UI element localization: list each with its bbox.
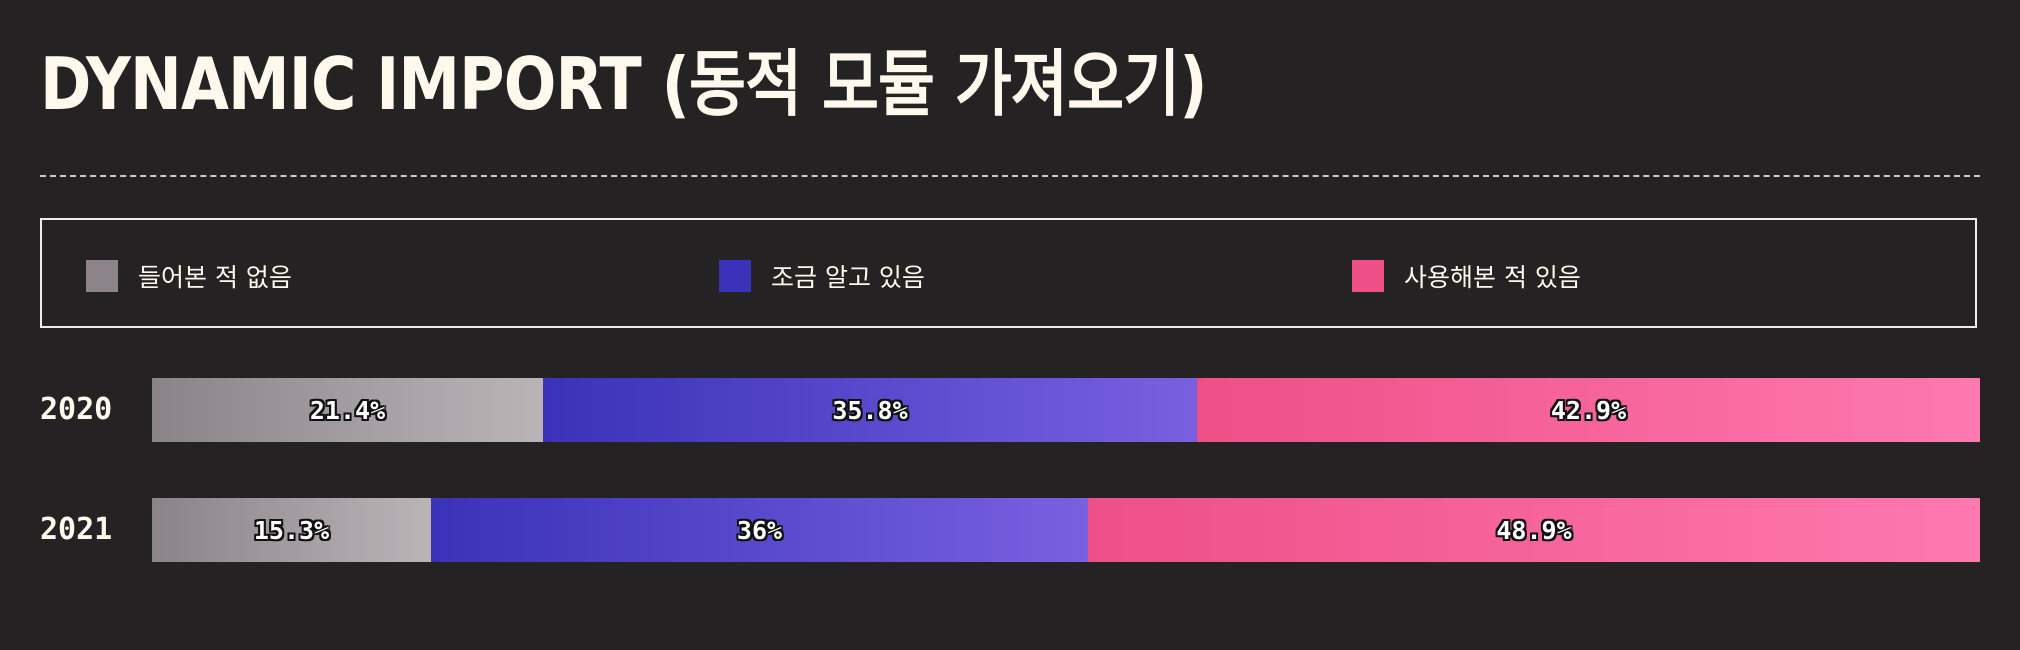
row-label-2021: 2021	[40, 512, 113, 547]
title-divider	[40, 175, 1980, 177]
data-label-2021-never-heard: 15.3%	[253, 515, 330, 545]
bar-2021-never-heard: 15.3%	[152, 498, 431, 562]
data-label-2020-never-heard: 21.4%	[309, 395, 386, 425]
legend-item-know-a-little: 조금 알고 있음	[719, 260, 925, 292]
bar-2020-have-used: 42.9%	[1197, 378, 1980, 442]
bar-2021-know-a-little: 36%	[431, 498, 1088, 562]
legend-label-have-used: 사용해본 적 있음	[1404, 263, 1581, 292]
legend: 들어본 적 없음 조금 알고 있음 사용해본 적 있음	[40, 218, 1977, 328]
legend-swatch-know-a-little	[719, 260, 751, 292]
legend-swatch-have-used	[1352, 260, 1384, 292]
data-label-2020-know-a-little: 35.8%	[832, 395, 908, 425]
legend-label-never-heard: 들어본 적 없음	[138, 263, 292, 292]
row-label-2020: 2020	[40, 392, 113, 427]
legend-swatch-never-heard	[86, 260, 118, 292]
data-label-2021-know-a-little: 36%	[736, 515, 783, 545]
chart-title: DYNAMIC IMPORT (동적 모듈 가져오기)	[40, 42, 1208, 126]
legend-item-have-used: 사용해본 적 있음	[1352, 260, 1581, 292]
bar-2020-know-a-little: 35.8%	[543, 378, 1197, 442]
legend-label-know-a-little: 조금 알고 있음	[771, 263, 925, 292]
bar-2021-have-used: 48.9%	[1088, 498, 1980, 562]
legend-item-never-heard: 들어본 적 없음	[86, 260, 292, 292]
data-label-2020-have-used: 42.9%	[1550, 395, 1627, 425]
bar-2020-never-heard: 21.4%	[152, 378, 543, 442]
data-label-2021-have-used: 48.9%	[1496, 515, 1572, 545]
